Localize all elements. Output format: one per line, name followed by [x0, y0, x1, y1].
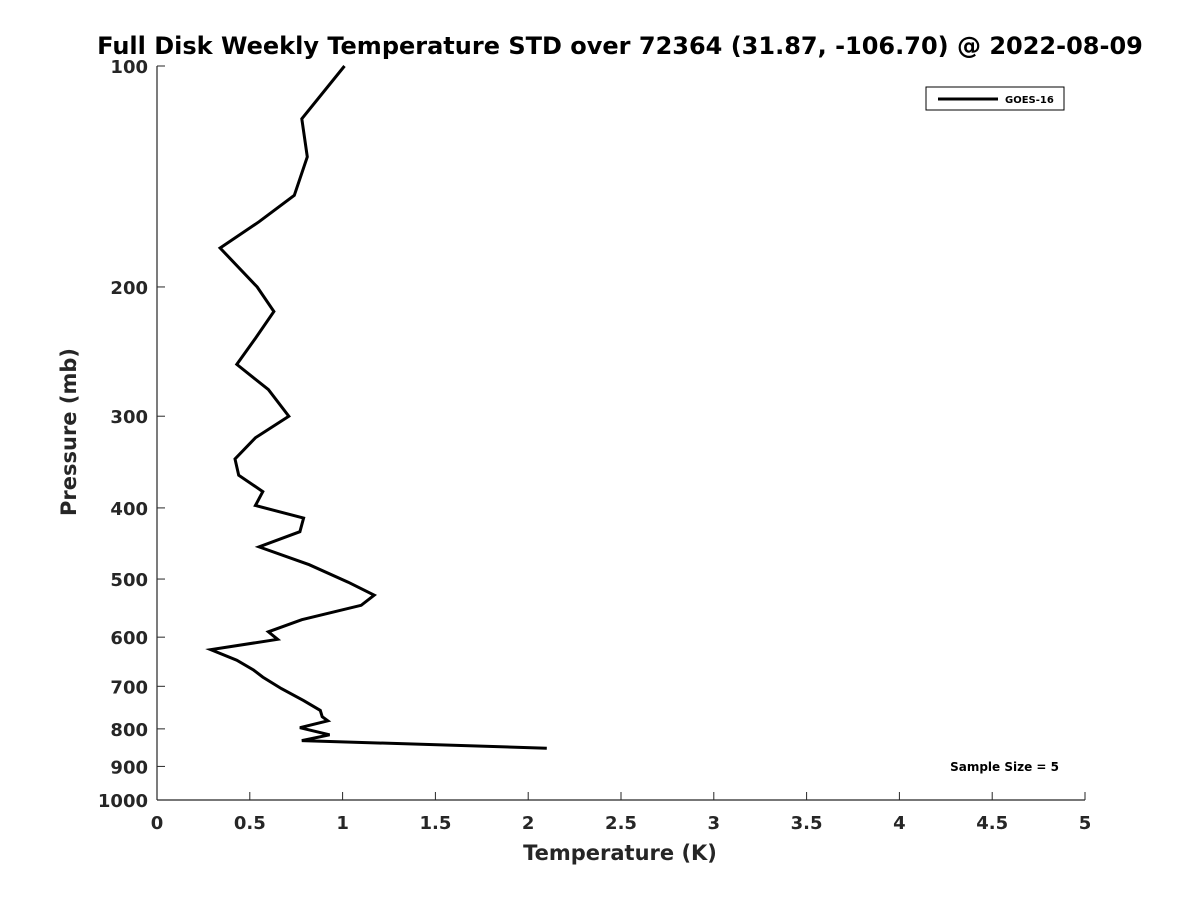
y-tick-label: 900: [110, 757, 148, 778]
x-axis: 0 0.5 1 1.5 2 2.5 3 3.5 4 4.5 5: [151, 792, 1092, 834]
y-tick-label: 800: [110, 720, 148, 741]
legend-label-goes-16: GOES-16: [1005, 95, 1054, 106]
x-tick-label: 3: [708, 813, 721, 834]
y-tick-label: 200: [110, 278, 148, 299]
x-tick-label: 4: [893, 813, 906, 834]
x-axis-label: Temperature (K): [523, 841, 717, 865]
y-tick-label: 300: [110, 407, 148, 428]
y-tick-label: 500: [110, 570, 148, 591]
y-axis-label: Pressure (mb): [57, 348, 81, 516]
sample-size-annotation: Sample Size = 5: [950, 760, 1059, 774]
y-tick-label: 600: [110, 628, 148, 649]
x-tick-label: 0.5: [234, 813, 266, 834]
x-tick-label: 5: [1079, 813, 1092, 834]
y-tick-label: 400: [110, 499, 148, 520]
chart-title: Full Disk Weekly Temperature STD over 72…: [97, 32, 1143, 60]
x-tick-label: 1: [336, 813, 349, 834]
series-layer: [205, 65, 547, 750]
legend: GOES-16: [925, 86, 1065, 111]
x-tick-label: 1.5: [419, 813, 451, 834]
y-tick-label: 1000: [98, 791, 148, 812]
x-tick-label: 0: [151, 813, 164, 834]
x-tick-label: 3.5: [791, 813, 823, 834]
y-tick-label: 700: [110, 677, 148, 698]
series-line-goes-16: [205, 65, 547, 750]
x-tick-label: 2: [522, 813, 535, 834]
x-tick-label: 4.5: [976, 813, 1008, 834]
y-tick-label: 100: [110, 57, 148, 78]
x-tick-label: 2.5: [605, 813, 637, 834]
y-axis: 100 200 300 400 500 600 700 800 900 1000: [98, 57, 165, 812]
